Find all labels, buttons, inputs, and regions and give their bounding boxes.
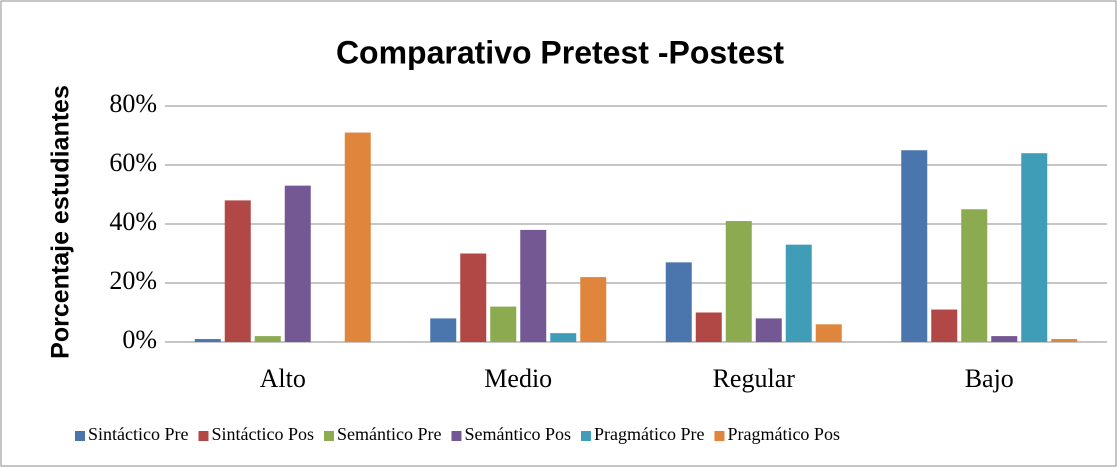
bar [931,309,958,342]
bar [194,339,221,342]
chart-title: Comparativo Pretest -Postest [336,34,784,70]
bar [815,324,842,342]
x-tick-label: Regular [713,364,796,393]
bar [725,221,752,342]
y-tick-label: 0% [122,325,157,354]
bar [460,253,487,342]
bar [1021,153,1048,342]
legend-label: Semántico Pos [464,424,571,444]
bar [755,318,782,342]
bar [224,200,251,342]
legend-label: Pragmático Pos [727,424,840,444]
bar [665,262,692,342]
legend-swatch [323,431,334,441]
legend-label: Pragmático Pre [594,424,704,444]
legend-label: Sintáctico Pre [88,424,188,444]
bar [991,336,1018,342]
legend-swatch [580,431,591,441]
bar [430,318,457,342]
bar [901,150,928,342]
legend-swatch [714,431,725,441]
y-tick-label: 40% [109,207,157,236]
bar [550,333,577,342]
legend-label: Semántico Pre [337,424,441,444]
legend-swatch [198,431,209,441]
legend-swatch [451,431,462,441]
bar [961,209,988,342]
x-tick-label: Bajo [965,364,1014,393]
x-tick-label: Medio [484,364,552,393]
x-tick-label: Alto [260,364,306,393]
bar [490,306,517,342]
y-tick-label: 60% [109,148,157,177]
bar [344,132,371,342]
legend-label: Sintáctico Pos [211,424,314,444]
y-tick-label: 80% [109,89,157,118]
y-tick-label: 20% [109,266,157,295]
legend-swatch [75,431,85,441]
bar [785,244,812,342]
bar [254,336,281,342]
bar [520,229,547,342]
bar [695,312,722,342]
bar [284,185,311,342]
bar [1051,339,1078,342]
y-axis-label: Porcentaje estudiantes [47,85,75,359]
bar [580,277,607,342]
